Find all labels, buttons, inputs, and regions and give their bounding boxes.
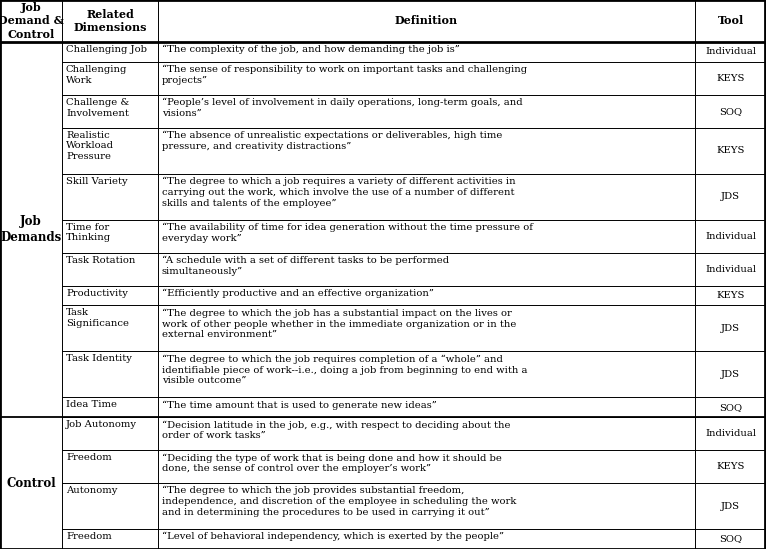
Text: Job
Demand &
Control: Job Demand & Control [0,2,64,40]
Text: KEYS: KEYS [716,146,745,155]
Text: JDS: JDS [721,324,740,333]
Text: SOQ: SOQ [719,535,742,544]
Text: “Decision latitude in the job, e.g., with respect to deciding about the
order of: “Decision latitude in the job, e.g., wit… [162,421,510,440]
Text: JDS: JDS [721,502,740,511]
Text: Control: Control [6,477,56,490]
Text: “The sense of responsibility to work on important tasks and challenging
projects: “The sense of responsibility to work on … [162,65,527,85]
Text: KEYS: KEYS [716,462,745,471]
Text: “The absence of unrealistic expectations or deliverables, high time
pressure, an: “The absence of unrealistic expectations… [162,131,502,151]
Text: “A schedule with a set of different tasks to be performed
simultaneously”: “A schedule with a set of different task… [162,256,449,276]
Text: Autonomy: Autonomy [66,486,117,495]
Text: Challenging Job: Challenging Job [66,45,147,54]
Text: Job Autonomy: Job Autonomy [66,421,137,429]
Text: Individual: Individual [705,47,756,57]
Text: “The availability of time for idea generation without the time pressure of
every: “The availability of time for idea gener… [162,223,533,243]
Text: “The degree to which the job provides substantial freedom,
independence, and dis: “The degree to which the job provides su… [162,486,516,517]
Text: “The complexity of the job, and how demanding the job is”: “The complexity of the job, and how dema… [162,45,460,54]
Text: “The degree to which the job requires completion of a “whole” and
identifiable p: “The degree to which the job requires co… [162,355,528,385]
Text: Definition: Definition [395,15,458,26]
Text: Task Identity: Task Identity [66,355,132,363]
Text: “The degree to which the job has a substantial impact on the lives or
work of ot: “The degree to which the job has a subst… [162,309,516,339]
Text: Idea Time: Idea Time [66,400,117,410]
Text: “The time amount that is used to generate new ideas”: “The time amount that is used to generat… [162,400,437,410]
Text: Individual: Individual [705,429,756,438]
Text: Freedom: Freedom [66,453,112,462]
Text: “Level of behavioral independency, which is exerted by the people”: “Level of behavioral independency, which… [162,532,504,541]
Text: JDS: JDS [721,370,740,379]
Text: Tool: Tool [718,15,744,26]
Text: Freedom: Freedom [66,532,112,541]
Text: JDS: JDS [721,192,740,201]
Text: “Deciding the type of work that is being done and how it should be
done, the sen: “Deciding the type of work that is being… [162,453,502,473]
Text: KEYS: KEYS [716,74,745,83]
Text: SOQ: SOQ [719,403,742,412]
Text: Skill Variety: Skill Variety [66,177,128,186]
Text: Challenge &
Involvement: Challenge & Involvement [66,98,129,117]
Text: Individual: Individual [705,232,756,240]
Text: Job
Demands: Job Demands [0,215,61,244]
Text: Productivity: Productivity [66,289,128,298]
Text: Task
Significance: Task Significance [66,309,129,328]
Text: “Efficiently productive and an effective organization”: “Efficiently productive and an effective… [162,289,434,298]
Text: “People’s level of involvement in daily operations, long-term goals, and
visions: “People’s level of involvement in daily … [162,98,522,118]
Text: KEYS: KEYS [716,291,745,300]
Text: Task Rotation: Task Rotation [66,256,136,265]
Text: Related
Dimensions: Related Dimensions [74,9,147,33]
Text: “The degree to which a job requires a variety of different activities in
carryin: “The degree to which a job requires a va… [162,177,516,208]
Text: Time for
Thinking: Time for Thinking [66,223,111,243]
Text: Realistic
Workload
Pressure: Realistic Workload Pressure [66,131,114,161]
Text: Challenging
Work: Challenging Work [66,65,127,85]
Text: SOQ: SOQ [719,107,742,116]
Text: Individual: Individual [705,265,756,273]
